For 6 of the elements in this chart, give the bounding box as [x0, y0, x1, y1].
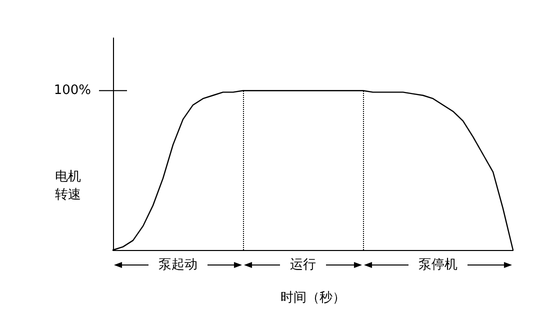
y-axis-title: 电机转速	[55, 170, 81, 202]
x-axis-title: 时间（秒）	[280, 290, 346, 306]
text: 泵起动	[158, 258, 198, 272]
text: 泵停机	[418, 258, 458, 272]
text: 运行	[290, 258, 316, 272]
ref-line-label: 100%	[54, 83, 91, 98]
